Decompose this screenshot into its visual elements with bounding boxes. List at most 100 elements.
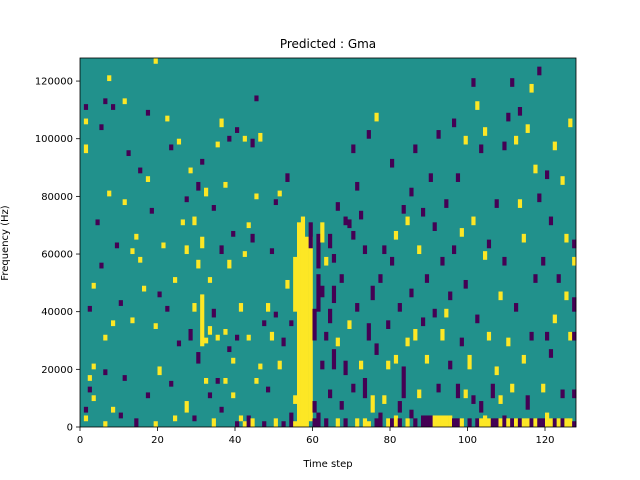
heatmap-cell: [529, 418, 534, 427]
heatmap-cell: [285, 173, 290, 182]
heatmap-cell: [432, 308, 437, 318]
heatmap-cell: [502, 256, 507, 266]
heatmap-cell: [184, 196, 189, 203]
heatmap-cell: [483, 415, 488, 427]
heatmap-cell: [355, 418, 360, 427]
heatmap-cell: [235, 127, 240, 133]
heatmap-cell: [339, 274, 344, 283]
heatmap-cell: [452, 418, 457, 427]
heatmap-cell: [494, 418, 499, 427]
heatmap-cell: [390, 256, 395, 266]
heatmap-cell: [564, 233, 569, 243]
heatmap-cell: [378, 274, 383, 283]
heatmap-cell: [444, 199, 449, 208]
heatmap-cell: [409, 187, 414, 197]
heatmap-cell: [448, 360, 453, 370]
heatmap-cell: [258, 363, 263, 370]
heatmap-cell: [83, 144, 89, 154]
heatmap-cell: [401, 366, 406, 399]
heatmap-cell: [424, 415, 430, 427]
heatmap-cell: [393, 230, 399, 240]
heatmap-cell: [111, 406, 116, 413]
heatmap-cell: [514, 303, 519, 312]
heatmap-cell: [370, 395, 375, 413]
heatmap-cell: [238, 415, 244, 422]
x-tick-label: 100: [458, 435, 477, 446]
heatmap-cell: [324, 418, 329, 427]
heatmap-cell: [502, 415, 507, 427]
heatmap-cell: [134, 418, 139, 427]
heatmap-cell: [188, 328, 193, 341]
heatmap-cell: [266, 386, 271, 393]
heatmap-cell: [560, 418, 565, 427]
y-tick-label: 60000: [41, 250, 73, 261]
heatmap-cell: [138, 167, 143, 174]
heatmap-cell: [471, 78, 476, 87]
heatmap-cell: [130, 317, 135, 324]
chart-title: Predicted : Gma: [280, 37, 376, 51]
heatmap-cell: [537, 66, 542, 76]
heatmap-cell: [266, 303, 271, 312]
heatmap-cell: [223, 328, 228, 335]
heatmap-cell: [180, 219, 185, 226]
heatmap-cell: [393, 354, 399, 364]
heatmap-cell: [448, 415, 453, 427]
heatmap-cell: [510, 383, 515, 393]
heatmap-cell: [525, 124, 530, 133]
heatmap-cell: [386, 418, 391, 427]
heatmap-cell: [455, 418, 461, 427]
heatmap-cell: [479, 418, 484, 427]
heatmap-cell: [498, 291, 503, 301]
heatmap-cell: [572, 256, 577, 266]
heatmap-cell: [440, 256, 445, 266]
heatmap-cell: [486, 331, 492, 341]
x-tick-label: 60: [306, 435, 319, 446]
heatmap-cell: [262, 421, 267, 427]
heatmap-cell: [533, 164, 538, 174]
heatmap-cell: [572, 389, 577, 399]
heatmap-cell: [479, 144, 484, 154]
heatmap-cell: [471, 395, 476, 404]
heatmap-cell: [219, 118, 224, 128]
heatmap-cell: [510, 78, 515, 87]
heatmap-cell: [215, 377, 220, 384]
y-tick-label: 0: [67, 423, 73, 434]
heatmap-cell: [397, 401, 402, 413]
heatmap-cell: [227, 135, 232, 142]
heatmap-cell: [308, 236, 313, 422]
heatmap-cell: [91, 395, 96, 402]
heatmap-cell: [355, 181, 360, 191]
heatmap-cell: [196, 259, 201, 269]
heatmap-cell: [316, 274, 321, 312]
heatmap-cell: [424, 274, 430, 283]
heatmap-cell: [564, 291, 569, 301]
heatmap-cell: [417, 245, 422, 255]
heatmap-cell: [145, 392, 151, 399]
heatmap-cell: [293, 256, 298, 312]
heatmap-cell: [390, 158, 395, 168]
heatmap-cell: [111, 320, 116, 327]
plot-frame: [79, 57, 577, 428]
heatmap-cell: [269, 331, 275, 341]
heatmap-cell: [413, 328, 418, 341]
heatmap-cell: [145, 109, 151, 116]
heatmap-cell: [204, 377, 209, 384]
heatmap-cell: [184, 245, 189, 255]
heatmap-cell: [324, 331, 329, 341]
heatmap-cell: [335, 418, 340, 427]
heatmap-cell: [207, 277, 213, 283]
y-tick-label: 80000: [41, 192, 73, 203]
heatmap-cell: [215, 334, 220, 341]
heatmap-cell: [134, 233, 139, 240]
heatmap-cell: [459, 228, 464, 237]
heatmap-cell: [99, 262, 104, 269]
heatmap-cell: [204, 187, 209, 197]
heatmap-cell: [382, 395, 387, 404]
heatmap-cell: [548, 418, 554, 427]
heatmap-cell: [250, 138, 255, 148]
heatmap-cell: [173, 277, 178, 283]
heatmap-cell: [475, 101, 480, 110]
heatmap-cell: [413, 144, 418, 154]
heatmap-cell: [235, 334, 240, 341]
heatmap-cell: [157, 366, 162, 376]
